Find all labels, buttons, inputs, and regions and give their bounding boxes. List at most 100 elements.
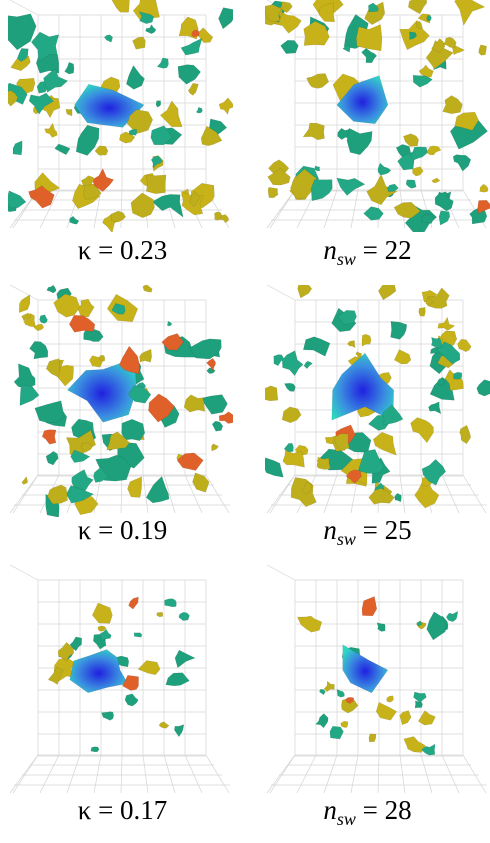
isosurface-blob (191, 29, 200, 38)
isosurface-blob (310, 179, 333, 202)
isosurface-blob (405, 179, 417, 189)
caption: nsw = 22 (245, 234, 490, 268)
isosurface-blob (478, 44, 487, 56)
isosurface-blob (133, 632, 143, 638)
isosurface-blob (81, 442, 94, 453)
isosurface-blob (426, 15, 432, 21)
isosurface-blob (267, 167, 291, 186)
isosurface-blob (211, 443, 219, 452)
isosurface-blob (297, 615, 323, 633)
isosurface-blob (122, 675, 139, 691)
isosurface-blob (23, 312, 37, 328)
isosurface-blob (437, 378, 445, 386)
isosurface-blob (151, 194, 184, 218)
isosurface-blob (148, 393, 176, 423)
isosurface-blob (94, 145, 109, 156)
isosurface-blob (431, 337, 442, 348)
isosurface-blob (218, 411, 233, 424)
isosurface-blob (200, 394, 228, 415)
caption-rhs: = 22 (362, 235, 412, 265)
caption: nsw = 25 (245, 514, 490, 548)
grid-line (350, 189, 359, 229)
grid-line (266, 754, 296, 794)
isosurface-blob (130, 192, 155, 218)
grid-line (120, 189, 123, 229)
isosurface-blob (333, 433, 350, 452)
isosurface-render (265, 285, 490, 514)
isosurface-blob (83, 327, 104, 342)
isosurface-blob (265, 4, 282, 23)
grid-line (163, 754, 176, 794)
caption-lhs: n (323, 515, 337, 545)
isosurface-blob (361, 596, 378, 617)
isosurface-blob (357, 449, 385, 474)
isosurface-blob (127, 385, 152, 404)
isosurface-blob (459, 424, 472, 445)
isosurface-blob (98, 355, 106, 362)
isosurface-blob (69, 315, 96, 333)
isosurface-blob (206, 358, 216, 372)
isosurface-blob (453, 371, 463, 380)
isosurface-blob (126, 65, 145, 90)
isosurface-blob (138, 11, 155, 25)
isosurface-blob (346, 127, 373, 155)
isosurface-blob (128, 596, 139, 610)
isosurface-blob (43, 68, 69, 93)
isosurface-blob (273, 354, 285, 367)
isosurface-blob (10, 55, 31, 71)
grid-line (39, 189, 60, 229)
grid-line (9, 754, 39, 794)
isosurface-blob (30, 31, 60, 62)
isosurface-blob (418, 306, 426, 317)
isosurface-blob (189, 190, 201, 208)
grid-line (266, 189, 296, 229)
caption-rhs: = 25 (362, 515, 412, 545)
isosurface-blob (33, 323, 45, 332)
grid-line (120, 754, 123, 794)
grid-line (205, 474, 230, 514)
isosurface-blob (290, 168, 318, 200)
isosurface-blob (54, 143, 71, 156)
isosurface-blob (71, 469, 94, 493)
caption-sub: sw (336, 809, 356, 829)
grid-line (163, 474, 176, 514)
grid-line (323, 754, 338, 794)
isosurface-blob (314, 165, 321, 172)
grid-line (142, 754, 149, 794)
isosurface-blob (337, 309, 357, 325)
caption-rhs: = 0.19 (98, 515, 168, 545)
isosurface-blob (434, 191, 454, 212)
isosurface-blob (409, 146, 428, 161)
isosurface-render (9, 565, 230, 794)
caption-lhs: κ (77, 795, 92, 825)
isosurface-blob (80, 175, 95, 187)
isosurface-blob (164, 598, 177, 608)
isosurface-blob (8, 13, 37, 51)
grid-line (66, 754, 81, 794)
isosurface-blob (426, 611, 447, 641)
isosurface-blob (187, 82, 199, 96)
isosurface-blob (13, 363, 36, 388)
isosurface-blob (121, 418, 146, 441)
isosurface-blob (69, 649, 129, 693)
isosurface-blob (200, 125, 223, 146)
isosurface-blob (454, 0, 486, 26)
isosurface-blob (145, 24, 157, 35)
grid-line (441, 474, 460, 514)
isosurface-blob (368, 2, 379, 12)
isosurface-blob (410, 417, 434, 444)
isosurface-blob (457, 339, 472, 353)
isosurface-blob (421, 213, 435, 224)
isosurface-blob (165, 672, 190, 687)
isosurface-blob (111, 303, 126, 315)
isosurface-blob (452, 44, 466, 56)
isosurface-blob (280, 39, 299, 54)
isosurface-blob (75, 124, 100, 156)
isosurface-blob (377, 162, 392, 176)
isosurface-blob (69, 215, 80, 225)
isosurface-blob (382, 404, 404, 425)
isosurface-blob (70, 449, 91, 463)
isosurface-blob (319, 688, 326, 696)
isosurface-blob (93, 466, 110, 483)
grid-line (441, 754, 460, 794)
